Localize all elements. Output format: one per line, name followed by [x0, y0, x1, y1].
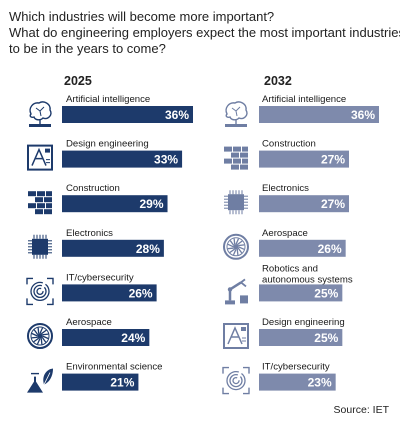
category-label: Electronics — [262, 183, 309, 194]
bar — [62, 150, 183, 168]
category-label: Environmental science — [66, 362, 163, 373]
panel-2032-title: 2032 — [264, 74, 292, 88]
bar — [259, 106, 379, 123]
data-label: 25% — [314, 331, 338, 345]
data-label: 24% — [121, 331, 145, 345]
data-label: 21% — [110, 376, 134, 390]
bar — [259, 373, 336, 391]
category-label: Design engineering — [66, 139, 149, 150]
category-label: Artificial intelligence — [262, 94, 346, 105]
category-label: Robotics and autonomous systems — [262, 263, 353, 285]
data-label: 26% — [318, 242, 342, 256]
category-label: Aerospace — [262, 228, 308, 239]
panel-2025-title: 2025 — [64, 74, 92, 88]
data-label: 28% — [136, 242, 160, 256]
title-line-1: Which industries will become more import… — [9, 9, 275, 24]
jet-engine-icon — [27, 323, 53, 349]
chart-title: Which industries will become more import… — [9, 9, 400, 57]
category-label: Artificial intelligence — [66, 94, 150, 105]
data-label: 36% — [351, 108, 375, 122]
fingerprint-icon — [222, 366, 250, 395]
category-label: IT/cybersecurity — [262, 362, 330, 373]
bar — [62, 373, 139, 391]
fingerprint-icon — [26, 277, 54, 306]
design-engineering-icon — [27, 144, 53, 171]
bar — [259, 329, 343, 346]
design-engineering-icon — [223, 323, 249, 349]
category-label: Construction — [66, 183, 120, 194]
robot-arm-icon — [225, 278, 248, 305]
brick-wall-icon — [224, 146, 248, 170]
bar — [259, 150, 349, 168]
bar — [62, 329, 150, 346]
category-label: Electronics — [66, 228, 113, 239]
data-label: 27% — [321, 153, 345, 167]
brick-wall-icon — [28, 191, 52, 215]
source-note: Source: IET — [333, 404, 389, 416]
microchip-icon — [224, 190, 248, 215]
category-label: Aerospace — [66, 317, 112, 328]
category-label: IT/cybersecurity — [66, 272, 134, 283]
bar-panel-2025: Artificial intelligence 36% Design enginee… — [26, 94, 193, 393]
category-label: Design engineering — [262, 317, 345, 328]
data-label: 23% — [308, 376, 332, 390]
jet-engine-icon — [223, 233, 249, 260]
bar — [259, 195, 349, 213]
microchip-icon — [28, 234, 52, 259]
data-label: 26% — [129, 286, 153, 300]
ai-brain-icon — [29, 101, 52, 127]
data-label: 33% — [154, 153, 178, 167]
bar — [259, 284, 343, 302]
bar — [62, 106, 193, 123]
data-label: 29% — [139, 197, 163, 211]
bar-panel-2032: Artificial intelligence 36% Construction 27… — [222, 94, 379, 395]
data-label: 27% — [321, 197, 345, 211]
bar — [62, 195, 168, 213]
data-label: 25% — [314, 286, 338, 300]
flask-leaf-icon — [27, 368, 53, 393]
title-line-3: to be in the years to come? — [9, 41, 166, 56]
data-label: 36% — [165, 108, 189, 122]
bar — [62, 284, 157, 302]
bar — [62, 239, 164, 257]
title-line-2: What do engineering employers expect the… — [9, 25, 400, 40]
bar — [259, 239, 346, 257]
ai-brain-icon — [225, 101, 248, 127]
category-label: Construction — [262, 139, 316, 150]
